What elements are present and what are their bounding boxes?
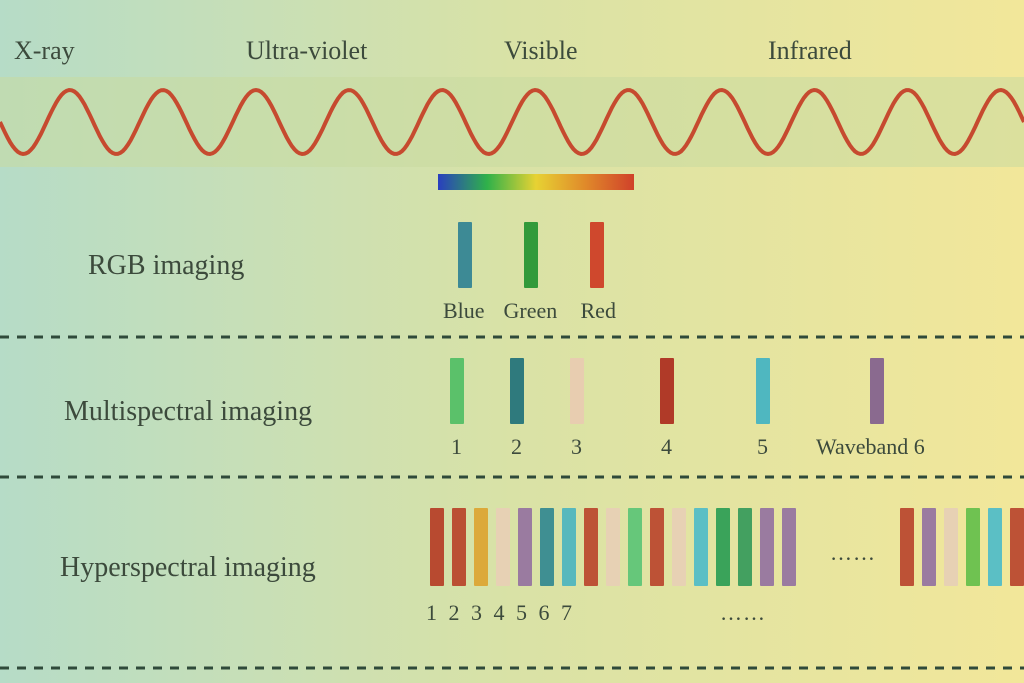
hyperspectral-band: [738, 508, 752, 586]
multispectral-band-label: 2: [511, 434, 522, 460]
rgb-band-label: Blue: [443, 298, 485, 324]
rgb-band-label: Red: [581, 298, 616, 324]
multispectral-band: [510, 358, 524, 424]
spectrum-label: Visible: [504, 36, 578, 66]
rgb-band: [590, 222, 604, 288]
hyperspectral-band: [716, 508, 730, 586]
diagram-root: X-ray Ultra-violet Visible Infrared RGB imag…: [0, 0, 1024, 683]
multispectral-band: [870, 358, 884, 424]
rgb-band-label: Green: [504, 298, 558, 324]
hyperspectral-band: [474, 508, 488, 586]
spectrum-label: X-ray: [14, 36, 75, 66]
rgb-band: [458, 222, 472, 288]
hyperspectral-band: [944, 508, 958, 586]
hyperspectral-band: [1010, 508, 1024, 586]
multispectral-band: [756, 358, 770, 424]
ellipsis-icon: ……: [720, 600, 766, 626]
ellipsis-icon: ……: [830, 540, 876, 566]
multispectral-band-label: 5: [757, 434, 768, 460]
visible-spectrum-bar: [438, 174, 634, 190]
hyperspectral-band: [760, 508, 774, 586]
multispectral-band: [660, 358, 674, 424]
hyperspectral-band: [496, 508, 510, 586]
multispectral-row-title: Multispectral imaging: [64, 396, 312, 428]
spectrum-label: Infrared: [768, 36, 852, 66]
multispectral-band-label: 4: [661, 434, 672, 460]
hyperspectral-band: [988, 508, 1002, 586]
rgb-band: [524, 222, 538, 288]
hyperspectral-band: [584, 508, 598, 586]
hyperspectral-row-title: Hyperspectral imaging: [60, 552, 316, 584]
hyperspectral-band: [430, 508, 444, 586]
spectrum-label: Ultra-violet: [246, 36, 367, 66]
multispectral-band-label: 1: [451, 434, 462, 460]
multispectral-band: [450, 358, 464, 424]
multispectral-band-label: 3: [571, 434, 582, 460]
hyperspectral-band: [966, 508, 980, 586]
hyperspectral-band: [628, 508, 642, 586]
multispectral-band: [570, 358, 584, 424]
multispectral-band-label: Waveband 6: [816, 434, 925, 460]
hyperspectral-band: [782, 508, 796, 586]
hyperspectral-band: [900, 508, 914, 586]
hyperspectral-band: [922, 508, 936, 586]
hyperspectral-band: [694, 508, 708, 586]
hyperspectral-band: [562, 508, 576, 586]
hyperspectral-band: [518, 508, 532, 586]
hyperspectral-band: [452, 508, 466, 586]
hyperspectral-num-labels: 1 2 3 4 5 6 7: [426, 600, 575, 626]
hyperspectral-band: [650, 508, 664, 586]
rgb-row-title: RGB imaging: [88, 250, 244, 282]
hyperspectral-band: [606, 508, 620, 586]
hyperspectral-band: [540, 508, 554, 586]
hyperspectral-band: [672, 508, 686, 586]
